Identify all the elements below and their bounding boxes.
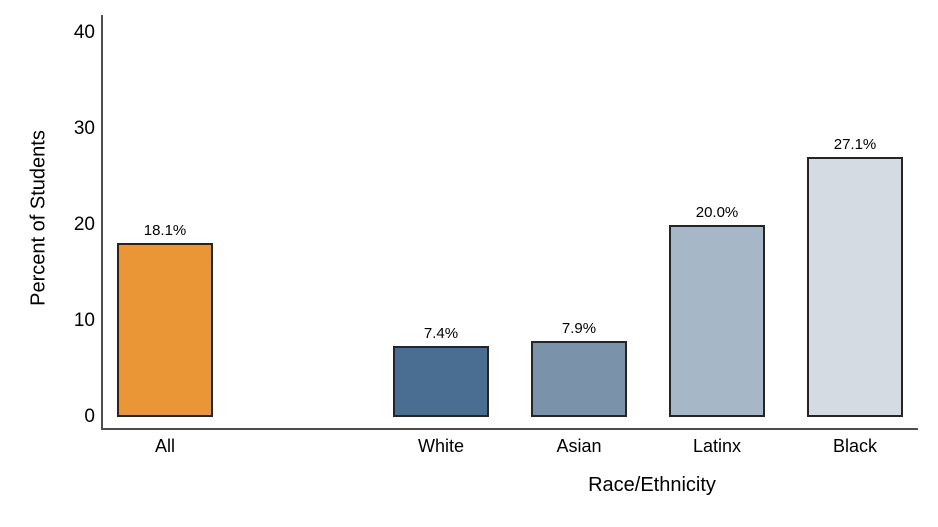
bar-black (807, 156, 903, 417)
bar-latinx (669, 225, 765, 417)
y-tick-label-10: 10 (73, 310, 95, 331)
x-category-label-black: Black (832, 436, 878, 456)
bar-asian (531, 341, 627, 417)
y-axis-line (101, 15, 103, 430)
bar-value-label-asian: 7.9% (561, 320, 597, 338)
y-tick-label-40: 40 (73, 22, 95, 43)
y-tick-label-30: 30 (73, 118, 95, 139)
x-axis-title: Race/Ethnicity (588, 474, 716, 496)
x-category-label-latinx: Latinx (692, 436, 742, 456)
bar-value-label-black: 27.1% (833, 135, 877, 153)
y-tick-label-20: 20 (73, 214, 95, 235)
bar-value-label-white: 7.4% (423, 324, 459, 342)
y-tick-label-0: 0 (84, 406, 95, 427)
x-category-label-asian: Asian (556, 436, 602, 456)
bar-value-label-all: 18.1% (143, 222, 187, 240)
bar-value-label-latinx: 20.0% (695, 204, 739, 221)
x-category-label-white: White (417, 436, 465, 456)
bar-white (393, 345, 489, 417)
x-category-label-all: All (154, 436, 176, 456)
x-axis-line (101, 428, 918, 430)
bar-all (117, 243, 213, 417)
